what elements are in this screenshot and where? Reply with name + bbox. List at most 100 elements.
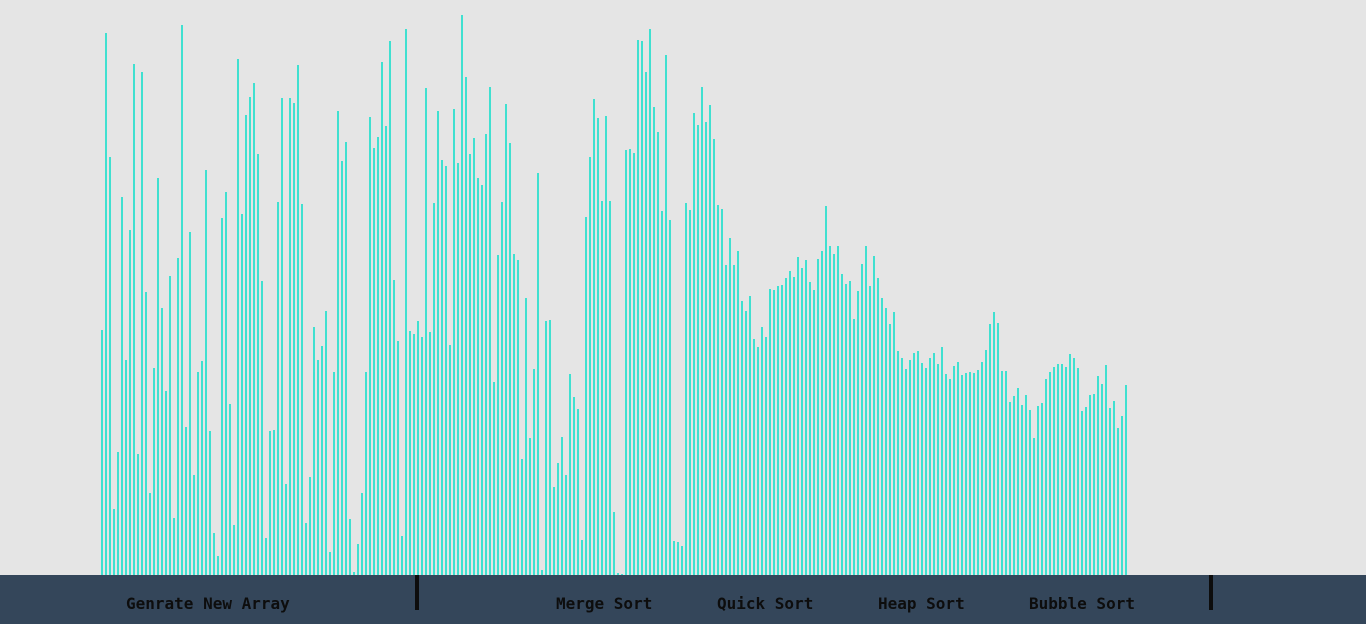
array-bar bbox=[577, 409, 579, 575]
array-bar bbox=[1069, 354, 1071, 575]
array-bar bbox=[861, 264, 863, 575]
array-bar bbox=[297, 65, 299, 575]
array-bar bbox=[889, 324, 891, 575]
array-bar bbox=[521, 459, 523, 575]
array-bar bbox=[277, 202, 279, 575]
array-bar bbox=[665, 55, 667, 575]
array-bar bbox=[397, 341, 399, 575]
array-bar bbox=[961, 375, 963, 575]
array-size-slider-start-handle[interactable] bbox=[415, 575, 419, 610]
array-bar bbox=[173, 518, 175, 575]
array-bar bbox=[1097, 376, 1099, 575]
array-bar bbox=[709, 105, 711, 575]
array-bar bbox=[813, 290, 815, 575]
array-bar bbox=[305, 523, 307, 575]
array-bar bbox=[165, 391, 167, 575]
array-bar bbox=[177, 258, 179, 575]
array-bar bbox=[821, 251, 823, 575]
array-bar bbox=[185, 427, 187, 575]
array-bar bbox=[457, 163, 459, 575]
array-bar bbox=[1085, 407, 1087, 575]
array-bar bbox=[333, 372, 335, 575]
array-bar bbox=[525, 298, 527, 575]
array-size-slider-track[interactable] bbox=[419, 575, 539, 610]
array-bar bbox=[1037, 406, 1039, 575]
array-bar bbox=[341, 161, 343, 575]
array-bar bbox=[469, 154, 471, 575]
array-bar bbox=[1125, 385, 1127, 575]
merge-sort-button[interactable]: Merge Sort bbox=[556, 594, 653, 613]
array-bar bbox=[509, 143, 511, 575]
array-bar bbox=[1005, 371, 1007, 575]
array-bar bbox=[145, 292, 147, 575]
array-bar bbox=[325, 311, 327, 575]
generate-new-array-button[interactable]: Genrate New Array bbox=[126, 594, 290, 613]
array-bar bbox=[989, 324, 991, 575]
array-bar bbox=[241, 214, 243, 575]
array-bar bbox=[993, 312, 995, 575]
array-bar bbox=[849, 281, 851, 575]
array-bar bbox=[137, 454, 139, 575]
heap-sort-button[interactable]: Heap Sort bbox=[878, 594, 965, 613]
array-bar bbox=[661, 211, 663, 575]
array-bar bbox=[541, 570, 543, 575]
array-bar bbox=[945, 374, 947, 575]
array-bar bbox=[873, 256, 875, 575]
array-bar bbox=[877, 278, 879, 575]
array-bar bbox=[517, 260, 519, 575]
array-bar bbox=[669, 220, 671, 575]
array-bar bbox=[401, 536, 403, 575]
array-bar bbox=[253, 83, 255, 575]
array-bar bbox=[745, 311, 747, 575]
array-bar bbox=[625, 150, 627, 575]
array-bar bbox=[1093, 394, 1095, 575]
array-bar bbox=[725, 265, 727, 575]
array-bar bbox=[353, 572, 355, 575]
array-bar bbox=[957, 362, 959, 575]
array-bar bbox=[857, 291, 859, 575]
array-bar bbox=[1089, 395, 1091, 575]
array-bar bbox=[697, 125, 699, 575]
array-bar bbox=[1017, 388, 1019, 575]
array-bar bbox=[133, 64, 135, 575]
array-bar bbox=[357, 544, 359, 575]
array-bar bbox=[1081, 411, 1083, 575]
array-bar bbox=[793, 277, 795, 575]
array-bar bbox=[453, 109, 455, 575]
array-bar bbox=[893, 312, 895, 575]
array-bar bbox=[405, 29, 407, 575]
bubble-sort-button[interactable]: Bubble Sort bbox=[1029, 594, 1135, 613]
array-bar bbox=[941, 347, 943, 575]
array-bar bbox=[1117, 428, 1119, 575]
quick-sort-button[interactable]: Quick Sort bbox=[717, 594, 814, 613]
array-bar bbox=[885, 308, 887, 575]
array-bar bbox=[421, 337, 423, 575]
array-bar bbox=[977, 370, 979, 575]
array-bar bbox=[825, 206, 827, 575]
array-bar bbox=[197, 372, 199, 575]
array-bar bbox=[869, 286, 871, 575]
array-bar bbox=[437, 111, 439, 575]
array-bar bbox=[609, 201, 611, 575]
array-bar bbox=[501, 202, 503, 575]
array-bar bbox=[1065, 367, 1067, 575]
array-bar bbox=[217, 556, 219, 575]
array-bar bbox=[369, 117, 371, 575]
array-bar bbox=[685, 203, 687, 575]
array-bar bbox=[169, 276, 171, 575]
array-bar bbox=[845, 284, 847, 575]
array-bar bbox=[493, 382, 495, 575]
array-bar bbox=[705, 122, 707, 575]
array-bar bbox=[317, 360, 319, 575]
array-bar bbox=[589, 157, 591, 575]
toolbar-end-divider bbox=[1209, 575, 1213, 610]
array-bar bbox=[189, 232, 191, 575]
array-bar bbox=[985, 350, 987, 575]
array-bar bbox=[461, 15, 463, 575]
array-bar bbox=[1041, 403, 1043, 575]
array-bar bbox=[721, 209, 723, 575]
array-bar bbox=[365, 372, 367, 575]
array-bar bbox=[969, 372, 971, 575]
array-bar bbox=[765, 337, 767, 575]
array-bar bbox=[205, 170, 207, 575]
